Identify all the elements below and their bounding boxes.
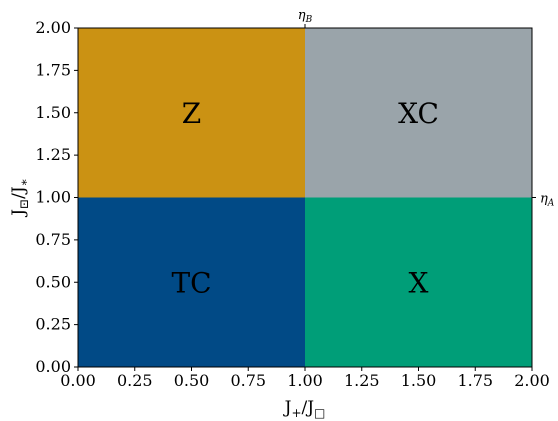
region-label-xc: XC	[398, 97, 439, 130]
x-tick-label: 0.00	[60, 371, 96, 390]
y-axis-label: J⊡/J∗	[9, 178, 31, 218]
region-tc	[78, 197, 305, 367]
eta-a-label: ηA	[540, 192, 555, 209]
x-tick-label: 0.25	[117, 371, 153, 390]
x-tick-label: 0.75	[230, 371, 266, 390]
y-axis: 0.00 0.25 0.50 0.75 1.00 1.25 1.50 1.75 2.00	[35, 18, 78, 376]
y-tick-label: 1.25	[35, 145, 71, 164]
x-tick-label: 2.00	[514, 371, 550, 390]
y-tick-label: 0.50	[35, 272, 71, 291]
region-label-tc: TC	[171, 266, 211, 299]
y-tick-label: 0.75	[35, 230, 71, 249]
eta-b-label: ηB	[298, 8, 313, 25]
region-z	[78, 28, 305, 198]
region-x	[305, 197, 532, 367]
x-tick-label: 0.50	[174, 371, 210, 390]
y-tick-label: 1.00	[35, 188, 71, 207]
y-tick-label: 2.00	[35, 18, 71, 37]
region-label-z: Z	[182, 97, 201, 130]
x-tick-label: 1.00	[287, 371, 323, 390]
region-label-x: X	[409, 266, 429, 299]
y-tick-label: 1.75	[35, 60, 71, 79]
y-tick-label: 0.25	[35, 315, 71, 334]
x-axis: 0.00 0.25 0.50 0.75 1.00 1.25 1.50 1.75 2.00	[60, 367, 550, 390]
x-tick-label: 1.75	[457, 371, 493, 390]
x-tick-label: 1.50	[401, 371, 437, 390]
y-tick-label: 1.50	[35, 103, 71, 122]
regions-layer: TC X Z XC	[78, 28, 532, 367]
x-axis-label: J+/J□	[283, 398, 326, 420]
region-xc	[305, 28, 532, 198]
x-tick-label: 1.25	[344, 371, 380, 390]
annotations: ηB ηA	[298, 8, 555, 209]
y-tick-label: 0.00	[35, 357, 71, 376]
